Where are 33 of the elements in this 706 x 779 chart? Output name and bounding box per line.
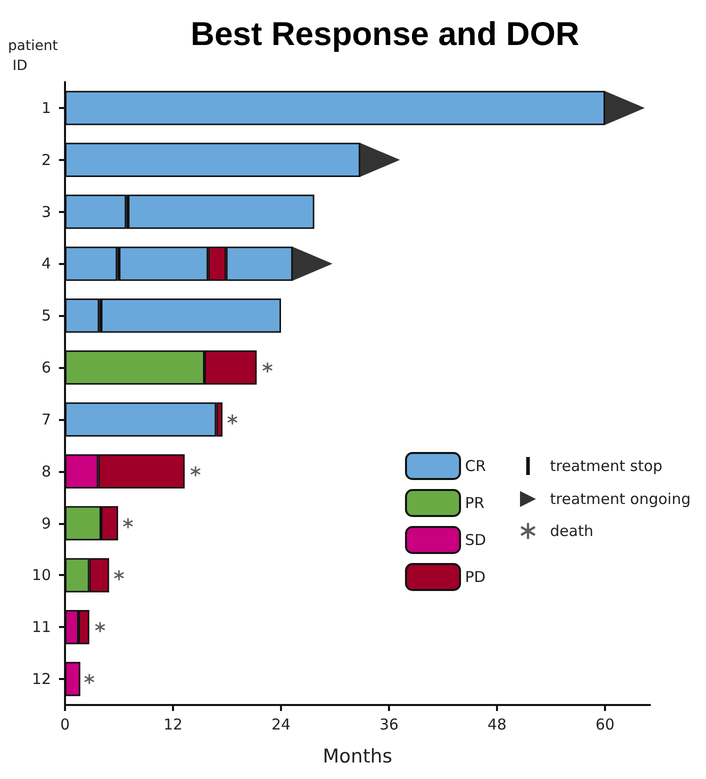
x-tick-label: 24: [271, 716, 291, 734]
legend-label: treatment ongoing: [550, 490, 691, 508]
y-tick-label: 10: [32, 566, 51, 584]
y-tick-label: 1: [41, 98, 51, 117]
y-tick-label: 6: [41, 358, 51, 377]
x-tick-label: 48: [487, 716, 507, 734]
y-tick-label: 5: [41, 306, 51, 325]
x-tick-label: 12: [163, 716, 183, 734]
y-tick-label: 8: [41, 462, 51, 480]
x-tick-label: 0: [60, 716, 70, 734]
y-tick-label: 4: [41, 254, 51, 273]
y-tick-label: 3: [41, 202, 51, 221]
bar: [128, 194, 314, 229]
bar: [101, 298, 281, 333]
legend-label: death: [550, 522, 594, 540]
x-tick-label: 60: [595, 716, 615, 734]
y-tick-label: 2: [41, 150, 51, 169]
legend-label: PR: [465, 494, 484, 512]
legend-label: SD: [465, 531, 486, 549]
legend-label: PD: [465, 568, 486, 586]
y-tick-label: 12: [32, 670, 51, 688]
chart-title: Best Response and DOR: [190, 15, 580, 52]
y-axis-title: patient ID: [8, 38, 58, 74]
legend-label: treatment stop: [550, 457, 662, 475]
point: [360, 142, 400, 177]
x-tick-label: 36: [379, 716, 399, 734]
y-tick-label: 9: [41, 514, 51, 532]
point: [604, 90, 645, 125]
y-tick-label: 7: [41, 410, 51, 428]
y-tick-label: 11: [32, 618, 51, 636]
point: [292, 246, 332, 281]
x-axis-title: Months: [322, 746, 392, 768]
legend-label: CR: [465, 457, 486, 475]
